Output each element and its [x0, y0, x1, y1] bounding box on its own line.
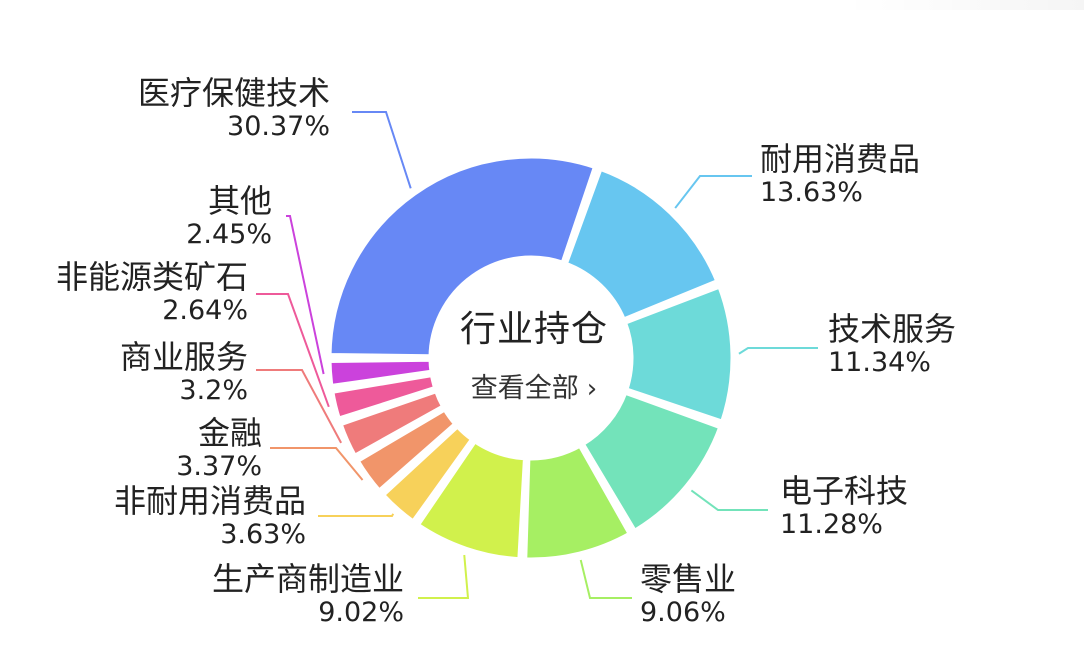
slice-label-percent: 11.28%	[780, 509, 883, 540]
leader-line-4	[579, 559, 632, 599]
leader-line-8	[256, 369, 342, 444]
view-all-link[interactable]: 查看全部 ›	[434, 366, 634, 405]
leader-line-3	[690, 489, 768, 511]
slice-label-1: 耐用消费品 13.63%	[760, 140, 920, 208]
leader-line-2	[738, 347, 818, 355]
slice-label-percent: 30.37%	[227, 111, 330, 142]
slice-label-name: 金融	[197, 414, 262, 452]
slice-label-8: 商业服务 3.2%	[120, 338, 248, 406]
leader-line-6	[318, 513, 395, 517]
slice-label-name: 技术服务	[828, 310, 957, 348]
slice-label-name: 商业服务	[119, 338, 248, 376]
slice-label-name: 非耐用消费品	[113, 482, 306, 520]
leader-line-9	[256, 293, 330, 408]
top-shadow	[844, 0, 1084, 10]
slice-label-name: 其他	[207, 182, 272, 220]
slice-3[interactable]	[579, 389, 724, 534]
slice-label-percent: 11.34%	[828, 347, 931, 378]
slice-label-2: 技术服务 11.34%	[828, 310, 956, 378]
slice-label-4: 零售业 9.06%	[640, 560, 736, 628]
slice-label-10: 其他 2.45%	[186, 182, 272, 250]
chevron-right-icon: ›	[586, 374, 598, 404]
slice-2[interactable]	[621, 283, 736, 425]
slice-label-percent: 9.06%	[640, 597, 726, 628]
slice-label-9: 非能源类矿石 2.64%	[56, 258, 248, 326]
slice-label-name: 零售业	[640, 560, 737, 598]
leader-line-5	[418, 554, 470, 599]
slice-label-6: 非耐用消费品 3.63%	[114, 482, 306, 550]
slice-label-percent: 3.2%	[179, 375, 248, 406]
slice-label-percent: 9.02%	[318, 597, 404, 628]
leader-line-7	[270, 447, 364, 481]
view-all-label: 查看全部	[470, 373, 579, 404]
slice-label-5: 生产商制造业 9.02%	[212, 560, 404, 628]
slice-label-name: 耐用消费品	[760, 140, 921, 178]
slice-label-percent: 13.63%	[760, 177, 863, 208]
slice-label-percent: 3.37%	[176, 451, 262, 482]
slice-label-percent: 3.63%	[220, 519, 306, 550]
slice-label-7: 金融 3.37%	[176, 414, 262, 482]
slice-1[interactable]	[562, 165, 721, 323]
slice-0[interactable]	[326, 153, 599, 360]
slice-label-name: 非能源类矿石	[55, 258, 248, 296]
leader-line-0	[352, 111, 412, 189]
slice-5[interactable]	[414, 438, 528, 563]
slice-10[interactable]	[326, 356, 435, 390]
slice-label-3: 电子科技 11.28%	[780, 472, 908, 540]
slice-label-name: 医疗保健技术	[137, 74, 330, 112]
slice-label-percent: 2.64%	[162, 295, 248, 326]
leader-line-10	[286, 215, 325, 375]
slice-label-0: 医疗保健技术 30.37%	[138, 74, 330, 142]
slice-label-name: 生产商制造业	[211, 560, 404, 598]
slice-4[interactable]	[522, 442, 633, 563]
slice-label-percent: 2.45%	[186, 219, 272, 250]
chart-center-title: 行业持仓	[459, 309, 608, 350]
leader-line-1	[674, 175, 752, 209]
slice-label-name: 电子科技	[780, 472, 909, 510]
